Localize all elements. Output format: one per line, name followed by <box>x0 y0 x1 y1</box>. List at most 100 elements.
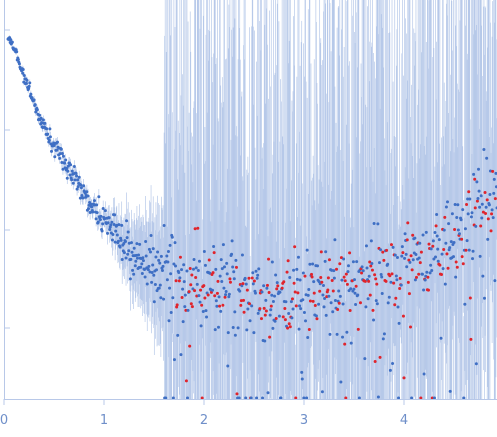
data-point <box>304 319 308 323</box>
data-point <box>429 263 433 267</box>
x-tick-label: 3 <box>300 413 308 428</box>
data-point <box>195 282 199 286</box>
data-point-negative <box>461 262 465 266</box>
data-point-negative <box>419 250 423 254</box>
data-point-negative <box>443 215 447 219</box>
data-point <box>27 84 31 88</box>
data-point <box>249 396 253 400</box>
data-point-negative <box>374 277 378 281</box>
data-point <box>32 98 36 102</box>
data-point <box>379 272 383 276</box>
data-point <box>420 272 424 276</box>
data-point-negative <box>370 268 374 272</box>
data-point <box>345 330 349 334</box>
data-point <box>232 277 236 281</box>
data-point <box>322 305 326 309</box>
data-point <box>107 216 111 220</box>
data-point <box>73 178 77 182</box>
data-point <box>227 295 231 299</box>
data-point <box>352 287 356 291</box>
data-point <box>453 203 457 207</box>
data-point-negative <box>287 322 291 326</box>
data-point <box>323 297 327 301</box>
data-point <box>48 135 52 139</box>
data-point <box>413 278 417 282</box>
data-point-negative <box>475 199 479 203</box>
data-point-negative <box>368 293 372 297</box>
data-point <box>341 335 345 339</box>
data-point <box>461 208 465 212</box>
data-point <box>197 259 201 263</box>
data-point <box>482 148 486 152</box>
data-point-negative <box>292 281 296 285</box>
data-point-negative <box>453 228 457 232</box>
data-point <box>157 258 161 262</box>
data-point <box>115 233 119 237</box>
data-point <box>76 185 80 189</box>
data-point <box>66 169 70 173</box>
data-point <box>367 274 371 278</box>
data-point-negative <box>368 260 372 264</box>
data-point <box>308 262 312 266</box>
data-point <box>381 337 385 341</box>
data-point <box>34 110 38 114</box>
data-point <box>450 212 454 216</box>
data-point <box>53 155 57 159</box>
data-point <box>157 286 161 290</box>
data-point <box>28 81 32 85</box>
data-point <box>333 238 337 242</box>
data-point <box>378 261 382 265</box>
data-point-negative <box>189 283 193 287</box>
data-point-negative <box>241 282 245 286</box>
data-point <box>159 296 163 300</box>
data-point <box>233 333 237 337</box>
data-point <box>16 58 20 62</box>
data-point <box>65 176 69 180</box>
data-point-negative <box>223 295 227 299</box>
data-point-negative <box>338 262 342 266</box>
data-point <box>270 260 274 264</box>
data-point-negative <box>174 279 178 283</box>
data-point <box>140 271 144 275</box>
data-point-negative <box>193 289 197 293</box>
data-point <box>431 239 435 243</box>
data-point <box>69 163 73 167</box>
data-point <box>382 332 386 336</box>
data-point <box>295 267 299 271</box>
data-point <box>186 308 190 312</box>
data-point-negative <box>401 251 405 255</box>
data-point <box>151 247 155 251</box>
data-point <box>222 265 226 269</box>
data-point-negative <box>265 283 269 287</box>
data-point <box>60 161 64 165</box>
data-point <box>38 113 42 117</box>
data-point <box>470 211 474 215</box>
data-point <box>134 259 138 263</box>
data-point-negative <box>252 279 256 283</box>
data-point <box>171 296 175 300</box>
data-point-negative <box>431 244 435 248</box>
data-point-negative <box>258 307 262 311</box>
data-point-negative <box>286 326 290 330</box>
data-point <box>116 239 120 243</box>
data-point <box>33 103 37 107</box>
data-point-negative <box>313 303 317 307</box>
data-point <box>112 222 116 226</box>
data-point-negative <box>234 265 238 269</box>
data-point <box>85 190 89 194</box>
data-point <box>301 271 305 275</box>
data-point <box>360 265 364 269</box>
data-point <box>63 161 67 165</box>
data-point <box>386 301 390 305</box>
data-point <box>68 173 72 177</box>
data-point-negative <box>319 250 323 254</box>
data-point <box>270 293 274 297</box>
data-point-negative <box>221 303 225 307</box>
data-point <box>238 289 242 293</box>
data-point <box>87 207 91 211</box>
data-point <box>299 307 303 311</box>
data-point <box>129 257 133 261</box>
data-point <box>444 241 448 245</box>
data-point-negative <box>455 265 459 269</box>
data-point-negative <box>406 221 410 225</box>
